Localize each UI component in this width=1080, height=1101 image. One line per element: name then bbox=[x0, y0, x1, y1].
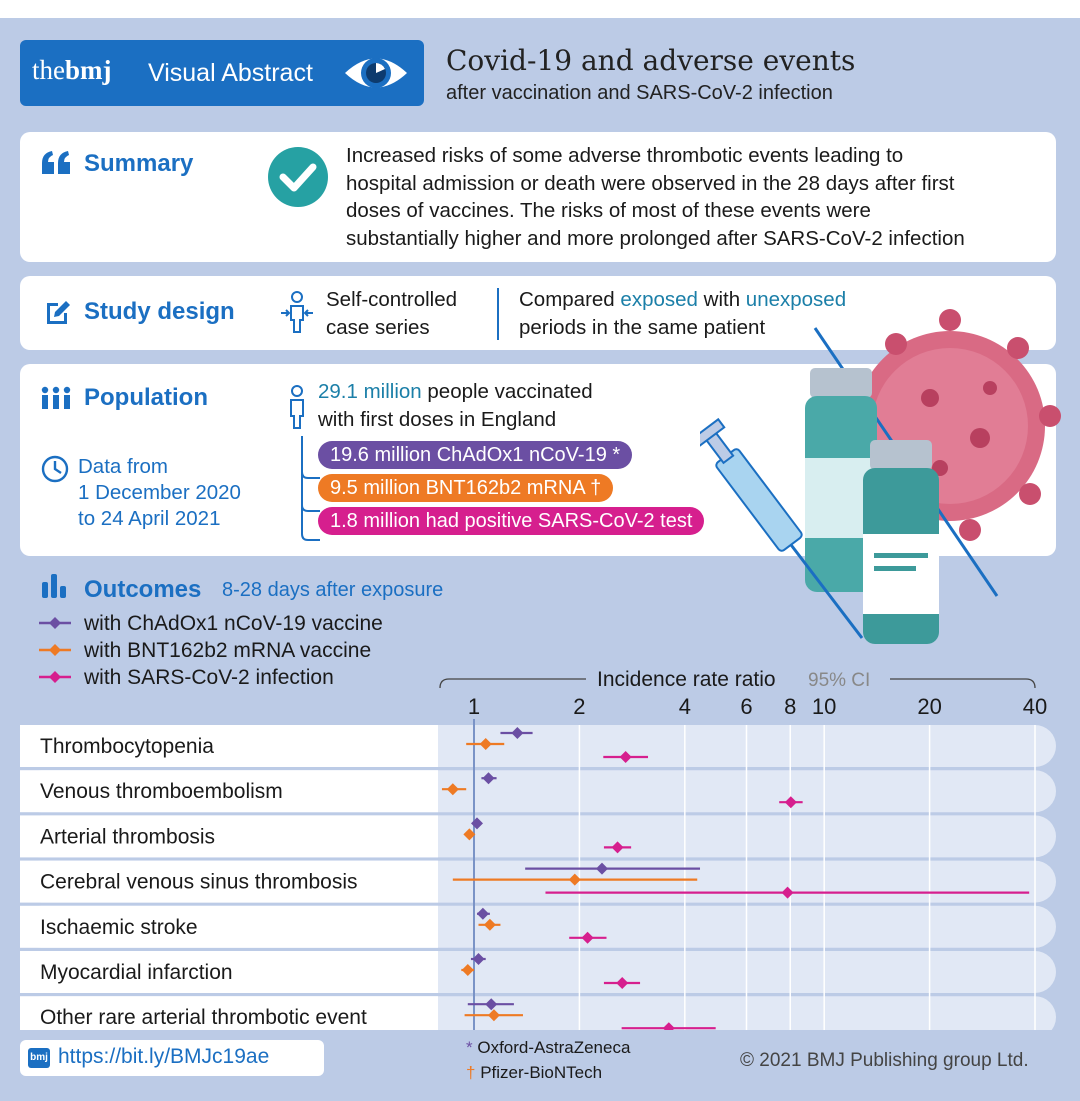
footnote-oxford: * Oxford-AstraZeneca bbox=[466, 1038, 631, 1057]
visual-abstract: thebmj Visual Abstract Covid-19 and adve… bbox=[0, 18, 1080, 1101]
study-design-comparison: Compared exposed with unexposed periods … bbox=[519, 288, 847, 339]
estimate-marker bbox=[479, 738, 492, 750]
population-total: 29.1 million people vaccinated with firs… bbox=[318, 380, 593, 431]
axis-bracket-left bbox=[439, 678, 586, 689]
vial-icon-back bbox=[805, 368, 877, 592]
forest-plot: Thrombocytopenia Venous thromboembolism Ar… bbox=[20, 668, 1056, 1030]
study-design-label: Study design bbox=[84, 298, 235, 325]
outcomes-sublabel: 8-28 days after exposure bbox=[222, 579, 444, 601]
people-icon bbox=[41, 386, 71, 409]
page-subtitle: after vaccination and SARS-CoV-2 infecti… bbox=[446, 82, 833, 104]
row-label-bg bbox=[20, 905, 438, 948]
pencil-icon bbox=[47, 301, 70, 324]
bmj-link[interactable]: bmj https://bit.ly/BMJc19ae bbox=[20, 1040, 324, 1076]
x-tick-label: 20 bbox=[917, 694, 941, 719]
pill-chadox1: 19.6 million ChAdOx1 nCoV-19 * bbox=[318, 441, 633, 469]
row-label-bg bbox=[20, 951, 438, 993]
page-title: Covid-19 and adverse events bbox=[446, 44, 856, 77]
vial-icon-front bbox=[863, 440, 939, 644]
bmj-logo: thebmj bbox=[32, 55, 112, 85]
x-tick-label: 6 bbox=[740, 694, 752, 719]
pill-sars-cov-2: 1.8 million had positive SARS-CoV-2 test bbox=[318, 507, 705, 535]
row-label: Myocardial infarction bbox=[40, 961, 233, 984]
bmj-badge-icon: bmj bbox=[28, 1048, 50, 1068]
row-label-bg bbox=[20, 815, 438, 858]
bmj-logo-box: thebmj Visual Abstract bbox=[20, 40, 424, 106]
estimate-marker bbox=[611, 841, 624, 854]
legend-marker-sars-cov-2 bbox=[39, 671, 71, 683]
estimate-marker bbox=[511, 727, 524, 739]
axis-bracket-right bbox=[890, 678, 1036, 689]
row-label: Arterial thrombosis bbox=[40, 825, 215, 848]
estimate-marker bbox=[472, 953, 485, 965]
outcomes-label: Outcomes bbox=[84, 576, 202, 603]
estimate-marker bbox=[662, 1022, 675, 1030]
estimate-marker bbox=[485, 998, 498, 1011]
summary-card: Summary Increased risks of some adverse … bbox=[20, 132, 1056, 262]
estimate-marker bbox=[781, 886, 794, 899]
estimate-marker bbox=[461, 964, 474, 976]
estimate-marker bbox=[619, 751, 632, 763]
estimate-marker bbox=[581, 931, 594, 944]
checkmark-icon bbox=[268, 147, 328, 207]
row-label: Ischaemic stroke bbox=[40, 916, 198, 939]
row-label-bg bbox=[20, 725, 438, 767]
estimate-marker bbox=[483, 918, 496, 931]
estimate-marker bbox=[784, 796, 797, 809]
row-label: Other rare arterial thrombotic event bbox=[40, 1006, 367, 1029]
legend-marker-bnt162b2 bbox=[39, 644, 71, 656]
clock-icon bbox=[41, 455, 69, 483]
estimate-marker bbox=[476, 907, 489, 920]
axis-title-ci: 95% CI bbox=[808, 670, 870, 691]
summary-text: Increased risks of some adverse thrombot… bbox=[346, 144, 965, 250]
row-label: Venous thromboembolism bbox=[40, 780, 283, 803]
study-design-divider bbox=[497, 288, 499, 340]
population-label: Population bbox=[84, 384, 208, 411]
legend-marker-chadox1 bbox=[39, 617, 71, 629]
person-arrows-icon bbox=[281, 291, 313, 333]
estimate-marker bbox=[568, 873, 581, 886]
legend-label-bnt162b2: with BNT162b2 mRNA vaccine bbox=[84, 639, 372, 662]
x-tick-label: 1 bbox=[468, 694, 480, 719]
data-period: Data from 1 December 2020 to 24 April 20… bbox=[78, 455, 241, 530]
footnote-pfizer: † Pfizer-BioNTech bbox=[466, 1063, 603, 1082]
row-label-bg bbox=[20, 860, 438, 903]
row-label-bg bbox=[20, 996, 438, 1030]
legend-label-chadox1: with ChAdOx1 nCoV-19 vaccine bbox=[84, 612, 383, 635]
row-label: Thrombocytopenia bbox=[40, 735, 214, 758]
legend-label-sars-cov-2: with SARS-CoV-2 infection bbox=[84, 666, 334, 689]
estimate-marker bbox=[463, 828, 476, 841]
x-tick-label: 2 bbox=[573, 694, 585, 719]
axis-title: Incidence rate ratio bbox=[597, 668, 776, 691]
row-label: Cerebral venous sinus thrombosis bbox=[40, 871, 357, 894]
row-label-bg bbox=[20, 770, 438, 813]
study-design-card: Study design Self-controlled case series… bbox=[20, 276, 1056, 350]
vaccine-virus-illustration bbox=[700, 309, 1061, 644]
x-tick-label: 4 bbox=[679, 694, 691, 719]
estimate-marker bbox=[446, 783, 459, 796]
eye-icon bbox=[345, 58, 407, 88]
estimate-marker bbox=[487, 1009, 500, 1022]
estimate-marker bbox=[482, 772, 495, 785]
estimate-marker bbox=[595, 862, 608, 875]
syringe-icon bbox=[700, 417, 864, 639]
link-text[interactable]: https://bit.ly/BMJc19ae bbox=[58, 1045, 270, 1068]
study-design-type: Self-controlled case series bbox=[326, 288, 458, 339]
summary-label: Summary bbox=[84, 150, 194, 177]
visual-abstract-label: Visual Abstract bbox=[148, 59, 313, 87]
population-tree-icon bbox=[290, 385, 320, 541]
estimate-marker bbox=[471, 817, 484, 830]
estimate-marker bbox=[616, 977, 629, 989]
pill-bnt162b2: 9.5 million BNT162b2 mRNA † bbox=[318, 474, 614, 502]
copyright: © 2021 BMJ Publishing group Ltd. bbox=[740, 1050, 1029, 1071]
x-tick-label: 10 bbox=[812, 694, 836, 719]
x-tick-label: 8 bbox=[784, 694, 796, 719]
bar-chart-icon bbox=[42, 574, 66, 598]
quote-icon bbox=[42, 151, 70, 174]
x-tick-label: 40 bbox=[1023, 694, 1047, 719]
